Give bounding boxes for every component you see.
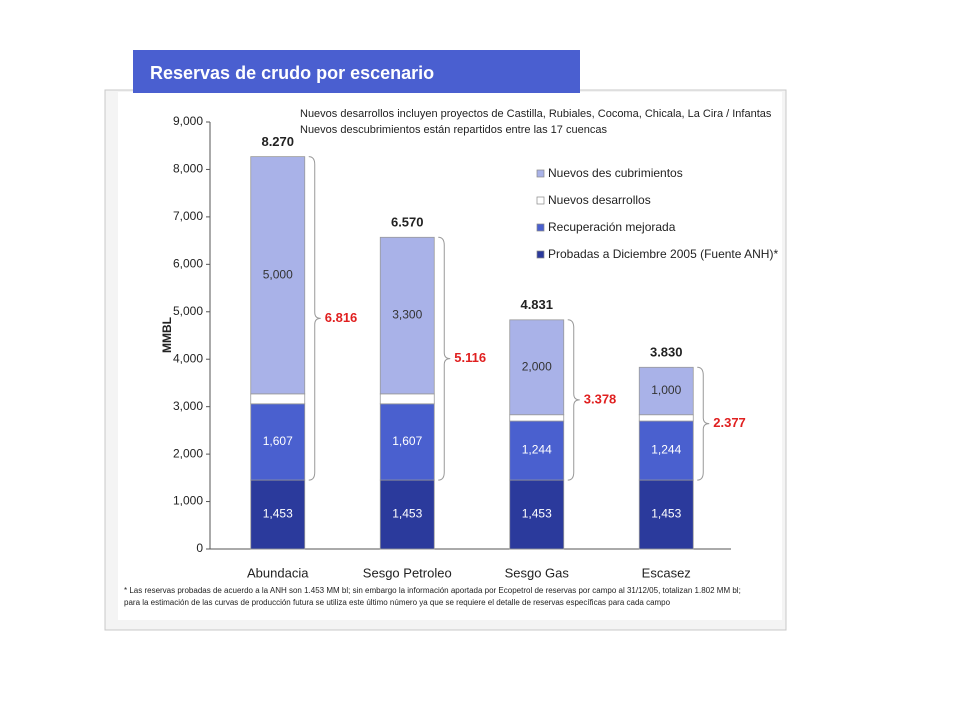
x-tick-label: Abundacia (247, 565, 309, 580)
brace-label: 5.116 (454, 350, 486, 365)
x-tick-label: Sesgo Petroleo (363, 565, 452, 580)
data-label: 1,453 (392, 507, 422, 521)
footnote: * Las reservas probadas de acuerdo a la … (124, 586, 741, 595)
data-label: 1,607 (392, 434, 422, 448)
data-label: 2,000 (522, 359, 552, 373)
legend-swatch (536, 250, 545, 259)
y-tick-label: 2,000 (173, 446, 203, 460)
y-tick-label: 5,000 (173, 304, 203, 318)
brace (438, 236, 451, 481)
y-axis-label: MMBL (160, 317, 174, 353)
x-tick-label: Escasez (642, 565, 691, 580)
total-label: 3.830 (650, 345, 683, 360)
bar-segment (509, 414, 565, 422)
title-bar (133, 50, 580, 93)
legend-label: Nuevos desarrollos (548, 193, 651, 207)
brace (308, 156, 321, 481)
legend-swatch (536, 169, 545, 178)
bar-segment (638, 414, 694, 422)
bar-segment (379, 403, 435, 481)
data-label: 1,607 (263, 434, 293, 448)
data-label: 1,453 (651, 507, 681, 521)
brace (567, 319, 580, 481)
bar-segment (250, 393, 306, 405)
bar-segment (379, 393, 435, 405)
y-tick-label: 7,000 (173, 209, 203, 223)
legend-swatch (536, 196, 545, 205)
data-label: 1,244 (522, 443, 552, 457)
data-label: 1,453 (263, 507, 293, 521)
brace-label: 2.377 (713, 415, 746, 430)
legend-swatch (536, 223, 545, 232)
brace-label: 6.816 (325, 310, 358, 325)
data-label: 1,244 (651, 443, 681, 457)
total-label: 6.570 (391, 215, 424, 230)
y-tick-label: 1,000 (173, 494, 203, 508)
bar-segment (379, 236, 435, 395)
y-tick-label: 8,000 (173, 162, 203, 176)
total-label: 4.831 (520, 297, 553, 312)
footnote: para la estimación de las curvas de prod… (124, 598, 671, 607)
bar-segment (250, 156, 306, 395)
brace-label: 3.378 (584, 391, 617, 406)
y-tick-label: 4,000 (173, 351, 203, 365)
brace (697, 366, 710, 481)
data-label: 5,000 (263, 267, 293, 281)
chart-title: Reservas de crudo por escenario (150, 63, 434, 83)
annotation: Nuevos desarrollos incluyen proyectos de… (300, 108, 772, 120)
legend-label: Nuevos des cubrimientos (548, 166, 683, 180)
y-tick-label: 9,000 (173, 114, 203, 128)
legend-label: Recuperación mejorada (548, 220, 676, 234)
legend-label: Probadas a Diciembre 2005 (Fuente ANH)* (548, 247, 778, 261)
y-tick-label: 0 (196, 541, 203, 555)
bar-segment (509, 479, 565, 550)
y-tick-label: 6,000 (173, 257, 203, 271)
bar-segment (509, 420, 565, 481)
y-tick-label: 3,000 (173, 399, 203, 413)
annotation: Nuevos descubrimientos están repartidos … (300, 124, 607, 136)
data-label: 1,000 (651, 383, 681, 397)
x-tick-label: Sesgo Gas (505, 565, 570, 580)
bar-segment (509, 319, 565, 416)
total-label: 8.270 (261, 134, 294, 149)
data-label: 1,453 (522, 507, 552, 521)
bar-segment (638, 366, 694, 416)
bar-segment (379, 479, 435, 550)
data-label: 3,300 (392, 308, 422, 322)
